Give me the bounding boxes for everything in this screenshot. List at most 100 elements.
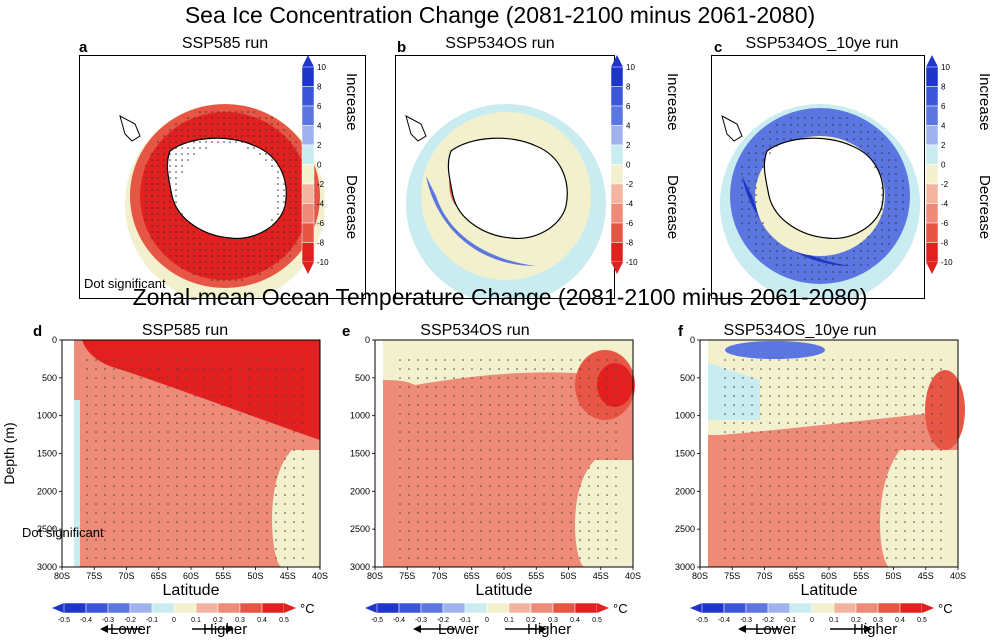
significance-dot: [95, 521, 97, 523]
significance-dot: [741, 201, 743, 203]
significance-dot: [597, 530, 599, 532]
significance-dot: [453, 368, 455, 370]
significance-dot: [151, 171, 153, 173]
significance-dot: [741, 215, 743, 217]
significance-dot: [266, 530, 268, 532]
significance-dot: [265, 141, 267, 143]
significance-dot: [471, 494, 473, 496]
significance-dot: [823, 395, 825, 397]
significance-dot: [471, 503, 473, 505]
significance-dot: [931, 431, 933, 433]
significance-dot: [742, 359, 744, 361]
significance-dot: [140, 377, 142, 379]
significance-dot: [913, 422, 915, 424]
significance-dot: [131, 485, 133, 487]
significance-dot: [904, 512, 906, 514]
significance-dot: [904, 422, 906, 424]
significance-dot: [588, 485, 590, 487]
significance-dot: [895, 548, 897, 550]
significance-dot: [489, 404, 491, 406]
significance-dot: [534, 530, 536, 532]
significance-dot: [289, 141, 291, 143]
significance-dot: [293, 431, 295, 433]
significance-dot: [230, 539, 232, 541]
significance-dot: [185, 539, 187, 541]
significance-dot: [167, 485, 169, 487]
significance-dot: [507, 485, 509, 487]
significance-dot: [751, 467, 753, 469]
significance-dot: [205, 135, 207, 137]
significance-dot: [762, 250, 764, 252]
significance-dot: [886, 368, 888, 370]
significance-dot: [275, 530, 277, 532]
significance-dot: [516, 359, 518, 361]
significance-dot: [175, 261, 177, 263]
significance-dot: [570, 431, 572, 433]
significance-dot: [277, 177, 279, 179]
significance-dot: [850, 521, 852, 523]
significance-dot: [895, 229, 897, 231]
significance-dot: [271, 261, 273, 263]
significance-dot: [169, 165, 171, 167]
significance-dot: [181, 255, 183, 257]
significance-dot: [194, 386, 196, 388]
significance-dot: [104, 458, 106, 460]
significance-dot: [724, 368, 726, 370]
significance-dot: [275, 458, 277, 460]
significance-dot: [922, 449, 924, 451]
significance-dot: [516, 458, 518, 460]
significance-dot: [104, 557, 106, 559]
significance-dot: [742, 377, 744, 379]
significance-dot: [275, 503, 277, 505]
decrease-b: Decrease: [664, 175, 681, 240]
significance-dot: [516, 431, 518, 433]
significance-dot: [167, 377, 169, 379]
significance-dot: [266, 503, 268, 505]
significance-dot: [408, 530, 410, 532]
significance-dot: [453, 557, 455, 559]
significance-dot: [217, 249, 219, 251]
significance-dot: [888, 187, 890, 189]
significance-dot: [462, 548, 464, 550]
significance-dot: [570, 413, 572, 415]
significance-dot: [283, 201, 285, 203]
significance-dot: [480, 494, 482, 496]
significance-dot: [140, 422, 142, 424]
significance-dot: [850, 494, 852, 496]
significance-dot: [426, 485, 428, 487]
significance-dot: [453, 503, 455, 505]
significance-dot: [860, 145, 862, 147]
significance-dot: [239, 395, 241, 397]
significance-dot: [284, 458, 286, 460]
significance-dot: [790, 264, 792, 266]
significance-dot: [811, 124, 813, 126]
significance-dot: [839, 257, 841, 259]
significance-dot: [426, 404, 428, 406]
significance-dot: [922, 404, 924, 406]
significance-dot: [741, 166, 743, 168]
significance-dot: [769, 449, 771, 451]
significance-dot: [145, 213, 147, 215]
significance-dot: [606, 449, 608, 451]
significance-dot: [769, 377, 771, 379]
y-tick-label: 1000: [37, 411, 57, 421]
significance-dot: [561, 368, 563, 370]
significance-dot: [185, 440, 187, 442]
significance-dot: [205, 261, 207, 263]
significance-dot: [814, 368, 816, 370]
significance-dot: [471, 377, 473, 379]
significance-dot: [498, 539, 500, 541]
significance-dot: [733, 422, 735, 424]
significance-dot: [275, 539, 277, 541]
significance-dot: [408, 377, 410, 379]
significance-dot: [149, 539, 151, 541]
peninsula-a: [119, 115, 141, 142]
significance-dot: [760, 440, 762, 442]
significance-dot: [832, 485, 834, 487]
significance-dot: [498, 476, 500, 478]
colorbar-f-right-arrow: [922, 603, 934, 613]
significance-dot: [248, 485, 250, 487]
significance-dot: [185, 557, 187, 559]
significance-dot: [489, 494, 491, 496]
significance-dot: [187, 267, 189, 269]
